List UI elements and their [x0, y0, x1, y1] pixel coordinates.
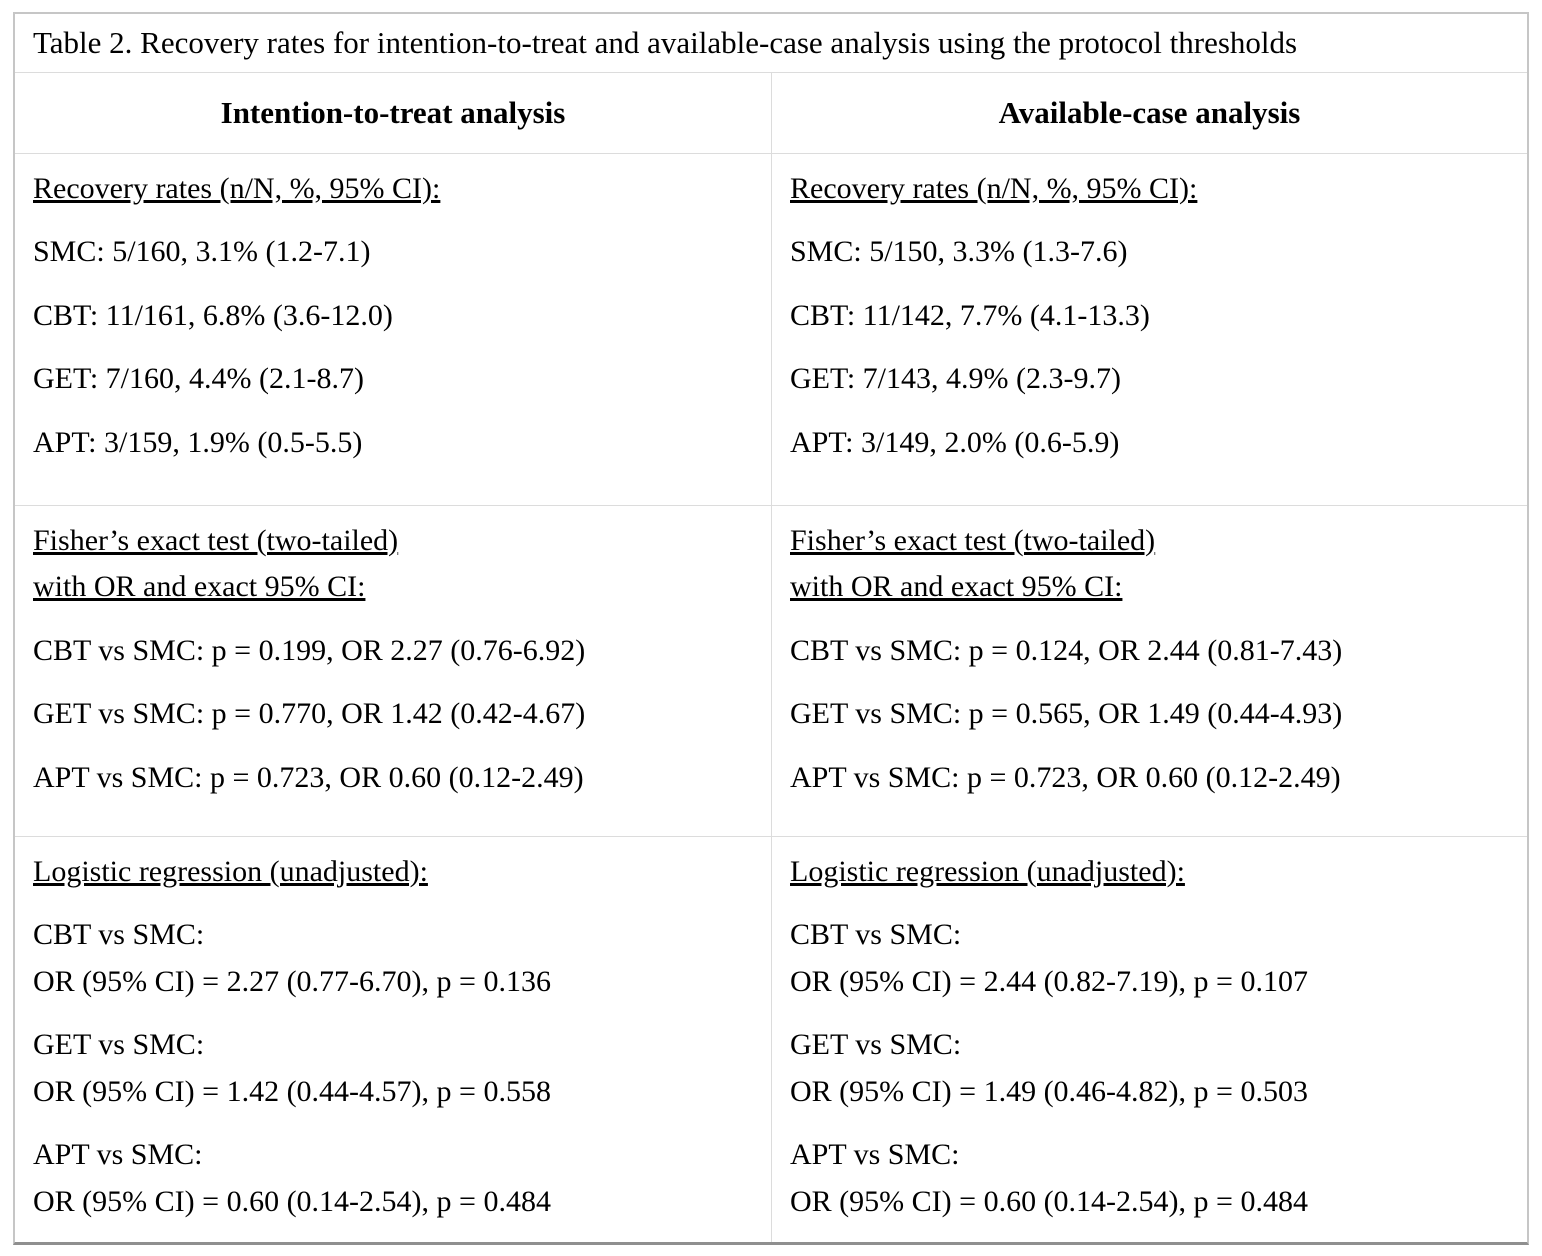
fisher-heading-ac: Fisher’s exact test (two-tailed) with OR … — [790, 518, 1509, 611]
fisher-apt-itt: APT vs SMC: p = 0.723, OR 0.60 (0.12-2.4… — [33, 760, 584, 794]
table-title: Table 2. Recovery rates for intention-to… — [33, 24, 1298, 60]
recovery-apt-ac: APT: 3/149, 2.0% (0.6-5.9) — [790, 425, 1120, 459]
fisher-heading-ac-line1: Fisher’s exact test (two-tailed) — [790, 523, 1156, 557]
logistic-get-ac-value: OR (95% CI) = 1.49 (0.46-4.82), p = 0.50… — [790, 1074, 1308, 1108]
recovery-cbt-itt: CBT: 11/161, 6.8% (3.6-12.0) — [33, 298, 393, 332]
logistic-cbt-itt-value: OR (95% CI) = 2.27 (0.77-6.70), p = 0.13… — [33, 964, 551, 998]
fisher-cell-itt: Fisher’s exact test (two-tailed) with OR … — [15, 506, 771, 836]
logistic-cbt-ac-value: OR (95% CI) = 2.44 (0.82-7.19), p = 0.10… — [790, 964, 1308, 998]
logistic-get-ac: GET vs SMC: OR (95% CI) = 1.49 (0.46-4.82… — [790, 1022, 1509, 1115]
logistic-get-itt-value: OR (95% CI) = 1.42 (0.44-4.57), p = 0.55… — [33, 1074, 551, 1108]
recovery-heading-itt-text: Recovery rates (n/N, %, 95% CI): — [33, 171, 441, 205]
recovery-heading-ac-text: Recovery rates (n/N, %, 95% CI): — [790, 171, 1198, 205]
logistic-apt-itt: APT vs SMC: OR (95% CI) = 0.60 (0.14-2.54… — [33, 1132, 753, 1225]
logistic-heading-ac-text: Logistic regression (unadjusted): — [790, 854, 1185, 888]
logistic-apt-ac: APT vs SMC: OR (95% CI) = 0.60 (0.14-2.54… — [790, 1132, 1509, 1225]
logistic-regression-row: Logistic regression (unadjusted): CBT vs… — [15, 835, 1527, 1243]
recovery-cbt-ac: CBT: 11/142, 7.7% (4.1-13.3) — [790, 298, 1150, 332]
recovery-get-itt: GET: 7/160, 4.4% (2.1-8.7) — [33, 362, 364, 396]
recovery-smc-ac: SMC: 5/150, 3.3% (1.3-7.6) — [790, 235, 1128, 269]
logistic-apt-itt-value: OR (95% CI) = 0.60 (0.14-2.54), p = 0.48… — [33, 1184, 551, 1218]
logistic-heading-itt-text: Logistic regression (unadjusted): — [33, 854, 428, 888]
fisher-apt-ac: APT vs SMC: p = 0.723, OR 0.60 (0.12-2.4… — [790, 760, 1341, 794]
recovery-apt-itt: APT: 3/159, 1.9% (0.5-5.5) — [33, 425, 363, 459]
logistic-apt-ac-value: OR (95% CI) = 0.60 (0.14-2.54), p = 0.48… — [790, 1184, 1308, 1218]
recovery-smc-itt: SMC: 5/160, 3.1% (1.2-7.1) — [33, 235, 371, 269]
recovery-rates-row: Recovery rates (n/N, %, 95% CI): SMC: 5/… — [15, 152, 1527, 505]
fisher-cell-ac: Fisher’s exact test (two-tailed) with OR … — [771, 505, 1527, 836]
logistic-cbt-itt: CBT vs SMC: OR (95% CI) = 2.27 (0.77-6.70… — [33, 912, 753, 1005]
header-available-case: Available-case analysis — [771, 72, 1527, 153]
recovery-get-ac: GET: 7/143, 4.9% (2.3-9.7) — [790, 362, 1121, 396]
recovery-heading-itt: Recovery rates (n/N, %, 95% CI): — [33, 166, 753, 213]
fisher-get-ac: GET vs SMC: p = 0.565, OR 1.49 (0.44-4.9… — [790, 697, 1343, 731]
header-intention-to-treat: Intention-to-treat analysis — [220, 94, 566, 130]
fisher-heading-itt-line1: Fisher’s exact test (two-tailed) — [33, 523, 399, 557]
recovery-heading-ac: Recovery rates (n/N, %, 95% CI): — [790, 166, 1509, 213]
logistic-cell-itt: Logistic regression (unadjusted): CBT vs… — [15, 837, 771, 1243]
fisher-cbt-itt: CBT vs SMC: p = 0.199, OR 2.27 (0.76-6.9… — [33, 633, 586, 667]
fisher-heading-itt-line2: with OR and exact 95% CI: — [33, 570, 366, 604]
column-headers-row: Intention-to-treat analysis Available-ca… — [15, 71, 1527, 153]
recovery-cell-ac: Recovery rates (n/N, %, 95% CI): SMC: 5/… — [771, 153, 1527, 505]
logistic-get-itt: GET vs SMC: OR (95% CI) = 1.42 (0.44-4.57… — [33, 1022, 753, 1115]
logistic-apt-itt-label: APT vs SMC: — [33, 1138, 203, 1171]
logistic-cbt-itt-label: CBT vs SMC: — [33, 918, 205, 951]
fisher-cbt-ac: CBT vs SMC: p = 0.124, OR 2.44 (0.81-7.4… — [790, 633, 1343, 667]
logistic-get-ac-label: GET vs SMC: — [790, 1028, 962, 1061]
logistic-cbt-ac: CBT vs SMC: OR (95% CI) = 2.44 (0.82-7.19… — [790, 912, 1509, 1005]
fisher-heading-ac-line2: with OR and exact 95% CI: — [790, 570, 1123, 604]
logistic-get-itt-label: GET vs SMC: — [33, 1028, 205, 1061]
logistic-apt-ac-label: APT vs SMC: — [790, 1138, 960, 1171]
recovery-cell-itt: Recovery rates (n/N, %, 95% CI): SMC: 5/… — [15, 154, 771, 505]
logistic-cell-ac: Logistic regression (unadjusted): CBT vs… — [771, 836, 1527, 1242]
table-2: Table 2. Recovery rates for intention-to… — [13, 12, 1529, 1245]
fisher-test-row: Fisher’s exact test (two-tailed) with OR … — [15, 504, 1527, 836]
fisher-get-itt: GET vs SMC: p = 0.770, OR 1.42 (0.42-4.6… — [33, 697, 586, 731]
logistic-heading-itt: Logistic regression (unadjusted): — [33, 849, 753, 896]
logistic-cbt-ac-label: CBT vs SMC: — [790, 918, 962, 951]
logistic-heading-ac: Logistic regression (unadjusted): — [790, 849, 1509, 896]
fisher-heading-itt: Fisher’s exact test (two-tailed) with OR … — [33, 518, 753, 611]
table-title-row: Table 2. Recovery rates for intention-to… — [15, 14, 1527, 72]
